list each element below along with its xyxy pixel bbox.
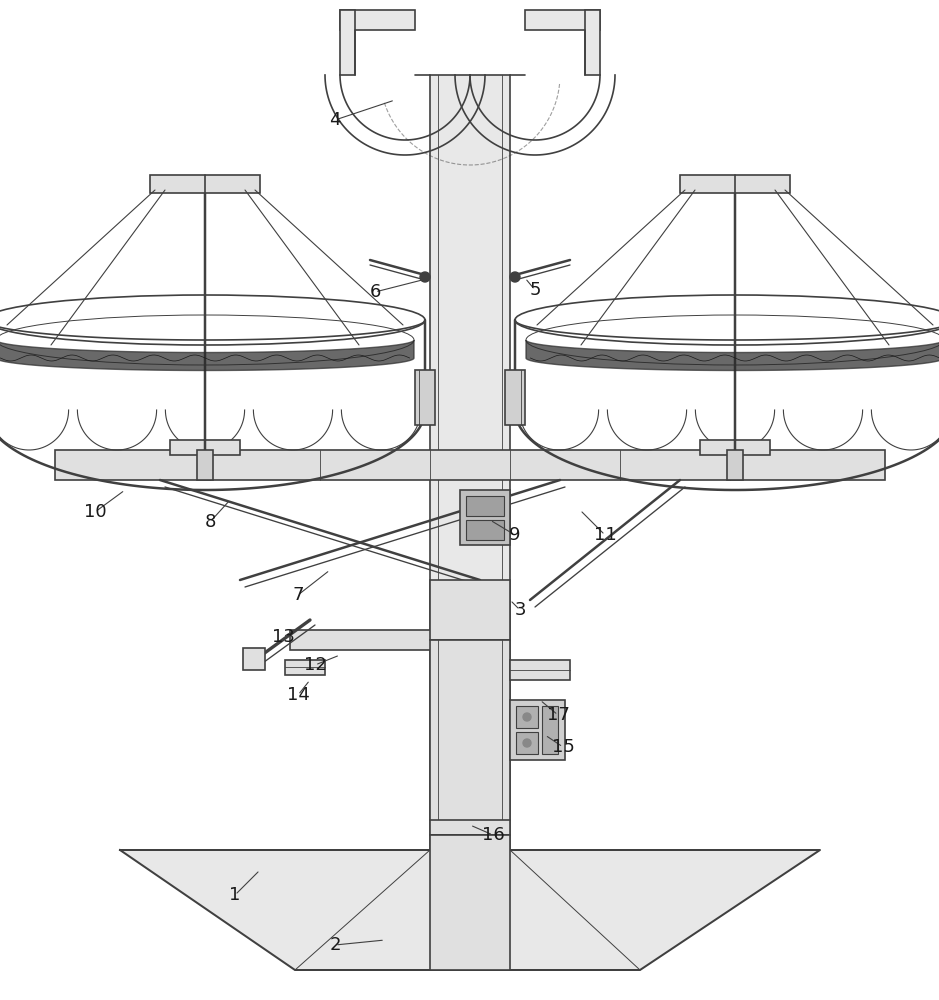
Text: 12: 12: [303, 656, 327, 674]
Bar: [55, 450, 885, 480]
Bar: [430, 835, 510, 850]
Bar: [516, 732, 538, 754]
Bar: [727, 450, 743, 480]
Bar: [150, 175, 260, 193]
Bar: [430, 640, 510, 835]
Bar: [700, 440, 770, 455]
Bar: [516, 706, 538, 728]
Text: 4: 4: [330, 111, 341, 129]
Bar: [542, 706, 558, 754]
Text: 9: 9: [509, 526, 521, 544]
Bar: [290, 630, 470, 650]
Bar: [430, 75, 510, 820]
Text: 10: 10: [84, 503, 106, 521]
Bar: [510, 660, 570, 680]
Bar: [285, 660, 325, 675]
Text: 13: 13: [271, 628, 295, 646]
Text: 11: 11: [593, 526, 616, 544]
Bar: [525, 10, 600, 30]
Bar: [430, 580, 510, 640]
Text: 6: 6: [369, 283, 380, 301]
Polygon shape: [120, 850, 820, 970]
Bar: [170, 440, 240, 455]
Text: 17: 17: [546, 706, 569, 724]
Bar: [340, 10, 415, 30]
Bar: [243, 648, 265, 670]
Text: 2: 2: [330, 936, 341, 954]
Bar: [510, 700, 565, 760]
Polygon shape: [526, 340, 939, 370]
Text: 3: 3: [515, 601, 526, 619]
Circle shape: [510, 272, 520, 282]
Circle shape: [523, 713, 531, 721]
Bar: [680, 175, 790, 193]
Bar: [585, 10, 600, 75]
Circle shape: [420, 272, 430, 282]
Bar: [466, 520, 504, 540]
Bar: [340, 10, 355, 75]
Text: 5: 5: [530, 281, 541, 299]
Text: 8: 8: [205, 513, 216, 531]
Polygon shape: [0, 340, 414, 370]
Text: 15: 15: [551, 738, 575, 756]
Circle shape: [523, 739, 531, 747]
Bar: [466, 496, 504, 516]
Bar: [430, 835, 510, 970]
Bar: [197, 450, 213, 480]
Text: 14: 14: [286, 686, 310, 704]
Bar: [430, 820, 510, 835]
Text: 1: 1: [229, 886, 240, 904]
Text: 16: 16: [482, 826, 504, 844]
Bar: [460, 490, 510, 545]
Text: 7: 7: [292, 586, 303, 604]
Bar: [415, 370, 435, 425]
Bar: [505, 370, 525, 425]
